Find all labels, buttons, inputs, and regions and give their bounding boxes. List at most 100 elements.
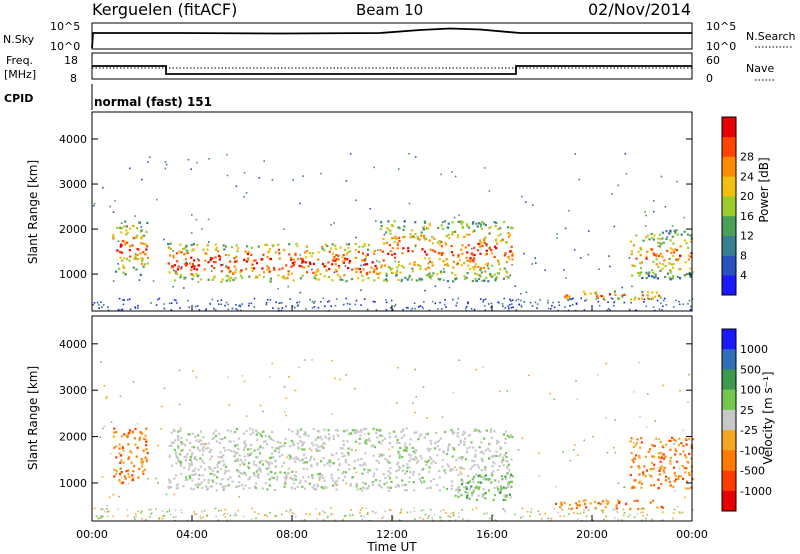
echo-cell — [482, 493, 485, 496]
echo-cell — [331, 252, 335, 255]
echo-cell — [344, 259, 347, 262]
echo-cell — [245, 267, 248, 270]
echo-cell — [180, 449, 183, 452]
echo-cell — [176, 268, 179, 271]
echo-cell — [160, 428, 162, 430]
echo-cell — [191, 277, 194, 281]
echo-cell — [414, 451, 417, 455]
echo-cell — [661, 231, 665, 234]
echo-cell — [228, 476, 232, 479]
echo-cell — [327, 461, 330, 464]
echo-cell — [289, 456, 292, 459]
echo-cell — [633, 264, 636, 268]
echo-cell — [511, 226, 514, 230]
echo-cell — [334, 480, 337, 483]
echo-cell — [380, 264, 383, 267]
echo-cell — [451, 233, 454, 236]
echo-cell — [507, 235, 511, 238]
echo-cell — [299, 202, 301, 205]
echo-cell — [419, 455, 422, 458]
echo-cell — [415, 461, 419, 464]
power-echo-map — [92, 152, 694, 312]
echo-cell — [141, 462, 144, 465]
echo-cell — [458, 359, 460, 361]
freq-trace — [92, 65, 692, 75]
echo-cell — [474, 455, 477, 459]
echo-cell — [283, 485, 286, 488]
echo-cell — [673, 443, 675, 445]
echo-cell — [657, 452, 661, 455]
echo-cell — [584, 299, 586, 302]
echo-cell — [411, 267, 414, 270]
echo-cell — [268, 251, 271, 254]
echo-cell — [417, 438, 420, 441]
echo-cell — [291, 262, 294, 265]
echo-cell — [360, 515, 362, 517]
echo-cell — [599, 502, 602, 506]
echo-cell — [317, 306, 320, 309]
echo-cell — [575, 302, 578, 304]
echo-cell — [664, 479, 668, 482]
echo-cell — [568, 209, 570, 212]
echo-cell — [425, 433, 428, 436]
echo-cell — [374, 301, 376, 303]
echo-cell — [305, 513, 308, 515]
echo-cell — [413, 236, 416, 239]
echo-cell — [502, 508, 504, 510]
echo-cell — [331, 263, 334, 266]
echo-cell — [457, 234, 460, 237]
echo-cell — [423, 221, 427, 225]
echo-cell — [373, 268, 376, 271]
echo-cell — [559, 515, 561, 517]
echo-cell — [106, 511, 109, 513]
echo-cell — [261, 463, 264, 466]
echo-cell — [442, 451, 445, 454]
echo-cell — [398, 240, 401, 243]
echo-cell — [301, 485, 304, 488]
echo-cell — [324, 305, 326, 307]
echo-cell — [509, 496, 512, 499]
echo-cell — [176, 483, 179, 486]
echo-cell — [317, 270, 320, 273]
echo-cell — [438, 489, 442, 492]
echo-cell — [137, 476, 140, 479]
echo-cell — [135, 234, 139, 237]
echo-cell — [539, 513, 541, 515]
echo-cell — [495, 221, 498, 225]
echo-cell — [284, 277, 287, 280]
echo-cell — [437, 469, 441, 473]
echo-cell — [391, 247, 394, 250]
echo-cell — [251, 263, 254, 266]
echo-cell — [447, 233, 450, 236]
colorbar-tick-label: 8 — [740, 249, 747, 262]
echo-cell — [456, 262, 459, 265]
echo-cell — [217, 461, 220, 464]
echo-cell — [511, 258, 514, 261]
echo-cell — [188, 306, 191, 309]
echo-cell — [432, 272, 435, 275]
echo-cell — [484, 309, 487, 311]
echo-cell — [492, 514, 494, 517]
echo-cell — [312, 271, 315, 274]
colorbar-tick-label: 1000 — [740, 343, 768, 356]
echo-cell — [409, 236, 412, 239]
echo-cell — [113, 427, 116, 430]
echo-cell — [184, 262, 187, 265]
echo-cell — [428, 486, 432, 489]
echo-cell — [676, 477, 680, 480]
echo-cell — [168, 481, 171, 484]
echo-cell — [672, 254, 675, 257]
echo-cell — [486, 262, 490, 265]
echo-cell — [253, 511, 256, 513]
echo-cell — [316, 437, 318, 440]
echo-cell — [431, 242, 434, 245]
echo-cell — [96, 301, 99, 304]
echo-cell — [451, 231, 454, 234]
echo-cell — [470, 308, 473, 310]
echo-cell — [273, 268, 276, 271]
colorbar-swatch — [722, 349, 736, 370]
echo-cell — [451, 468, 454, 471]
echo-cell — [656, 277, 659, 280]
echo-cell — [173, 477, 176, 480]
echo-cell — [201, 228, 203, 230]
